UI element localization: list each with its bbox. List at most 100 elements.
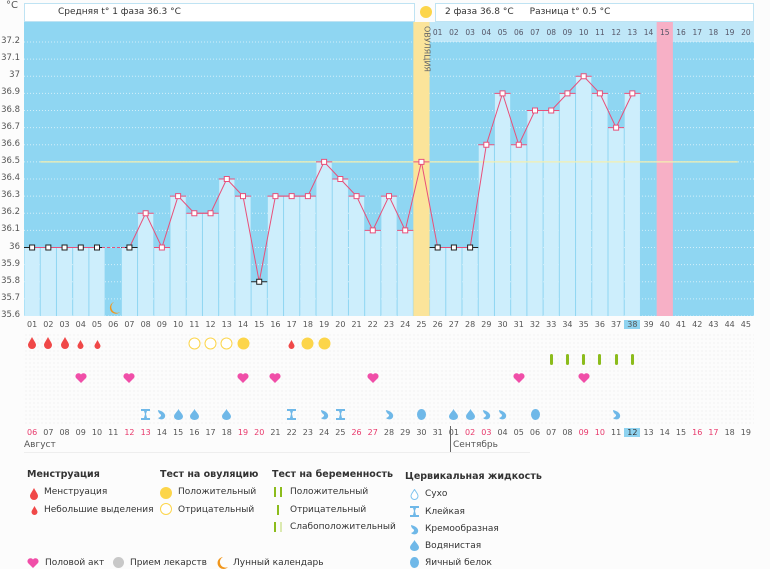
cervical-creamy-icon[interactable] [320,409,329,420]
calendar-date[interactable]: 11 [108,428,119,437]
calendar-date[interactable]: 16 [189,428,200,437]
phase2-day-label: 04 [482,28,492,37]
sex-heart-icon[interactable] [578,373,590,383]
sex-heart-icon[interactable] [237,373,249,383]
calendar-date[interactable]: 23 [302,428,313,437]
cervical-eggwhite-icon[interactable] [530,408,540,420]
calendar-date[interactable]: 08 [562,428,573,437]
calendar-date[interactable]: 01 [448,428,459,437]
calendar-date[interactable]: 09 [75,428,86,437]
temperature-point [386,193,392,200]
calendar-date[interactable]: 22 [286,428,297,437]
cervical-watery-icon[interactable] [465,408,475,420]
calendar-date[interactable]: 15 [173,428,184,437]
cervical-watery-icon[interactable] [449,408,459,420]
calendar-date[interactable]: 30 [416,428,427,437]
calendar-date[interactable]: 13 [643,428,654,437]
menstruation-light-icon[interactable] [288,339,295,349]
calendar-date[interactable]: 18 [724,428,735,437]
calendar-date[interactable]: 29 [400,428,411,437]
pregnancy-test-negative-icon[interactable] [549,353,553,365]
calendar-date[interactable]: 06 [529,428,541,437]
pregnancy-test-negative-icon[interactable] [565,353,569,365]
calendar-date[interactable]: 17 [205,428,216,437]
menstruation-light-icon[interactable] [77,339,84,349]
calendar-date[interactable]: 05 [513,428,524,437]
cervical-creamy-icon[interactable] [385,409,394,420]
temperature-point [272,193,279,200]
ovulation-test-positive-icon[interactable] [318,337,331,350]
calendar-date[interactable]: 15 [675,428,687,437]
calendar-date[interactable]: 02 [465,428,476,437]
ovulation-test-positive-icon[interactable] [301,337,314,350]
calendar-date[interactable]: 17 [708,428,719,437]
calendar-date[interactable]: 06 [27,428,38,437]
cervical-sticky-icon[interactable] [287,408,297,420]
ovulation-test-negative-icon[interactable] [220,337,233,350]
temperature-point [321,158,328,165]
sex-heart-icon[interactable] [75,373,87,383]
pregnancy-test-negative-icon[interactable] [630,353,634,365]
calendar-date[interactable]: 12 [124,428,135,437]
calendar-date[interactable]: 14 [659,428,670,437]
calendar-date[interactable]: 10 [594,428,605,437]
sex-heart-icon[interactable] [123,373,135,383]
calendar-date[interactable]: 04 [497,428,508,437]
cervical-watery-icon[interactable] [189,408,199,420]
sex-heart-icon[interactable] [269,373,281,383]
cervical-sticky-icon[interactable] [141,408,151,420]
ovulation-test-negative-icon[interactable] [204,337,217,350]
calendar-date[interactable]: 21 [270,428,281,437]
cervical-sticky-icon[interactable] [335,408,345,420]
menstruation-light-icon[interactable] [94,339,101,349]
ovulation-test-negative-icon[interactable] [188,337,201,350]
menstruation-heavy-icon[interactable] [27,337,37,349]
calendar-date[interactable]: 20 [254,428,265,437]
x-tick-label: 33 [546,320,557,329]
calendar-date[interactable]: 25 [335,428,346,437]
sex-heart-icon[interactable] [367,373,379,383]
calendar-date[interactable]: 03 [481,428,492,437]
calendar-date[interactable]: 14 [156,428,167,437]
temperature-bar [397,230,413,316]
calendar-date[interactable]: 19 [237,428,249,437]
x-tick-label: 05 [91,320,103,329]
phase2-day-label: 10 [579,28,589,37]
temperature-point [450,244,457,251]
cervical-watery-icon[interactable] [173,408,183,420]
calendar-date[interactable]: 07 [546,428,557,437]
calendar-date[interactable]: 18 [221,428,232,437]
calendar-date[interactable]: 24 [319,428,330,437]
temp-difference-label: Разница t° 0.5 °C [529,7,611,17]
calendar-date[interactable]: 08 [59,428,70,437]
cervical-eggwhite-icon [410,557,419,568]
calendar-date[interactable]: 16 [692,428,703,437]
calendar-date[interactable]: 11 [611,428,622,437]
pregnancy-test-negative-icon[interactable] [598,353,602,365]
cervical-creamy-icon[interactable] [482,409,491,420]
calendar-date[interactable]: 07 [43,428,54,437]
cervical-creamy-icon[interactable] [498,409,507,420]
cervical-creamy-icon[interactable] [612,409,621,420]
calendar-date[interactable]: 26 [351,428,362,437]
pregnancy-test-negative-icon[interactable] [614,353,618,365]
pregnancy-test-negative-icon[interactable] [582,353,586,365]
calendar-date[interactable]: 28 [383,428,395,437]
cervical-watery-icon[interactable] [222,408,232,420]
calendar-date[interactable]: 19 [740,428,751,437]
menstruation-heavy-icon[interactable] [60,337,70,349]
menstruation-heavy-icon[interactable] [43,337,53,349]
cervical-eggwhite-icon[interactable] [416,408,426,420]
ovulation-test-positive-icon[interactable] [237,337,250,350]
calendar-date-today[interactable]: 12 [624,428,641,437]
legend-ovulation-negative: Отрицательный [178,505,255,515]
legend-cervical-watery: Водянистая [425,541,482,551]
calendar-date[interactable]: 31 [432,428,443,437]
cervical-creamy-icon[interactable] [157,409,166,420]
calendar-date[interactable]: 09 [578,428,589,437]
sex-heart-icon[interactable] [513,373,525,383]
calendar-date[interactable]: 27 [367,428,378,437]
calendar-date[interactable]: 10 [91,428,103,437]
calendar-date[interactable]: 13 [140,428,151,437]
cervical-sticky-icon [410,506,419,517]
